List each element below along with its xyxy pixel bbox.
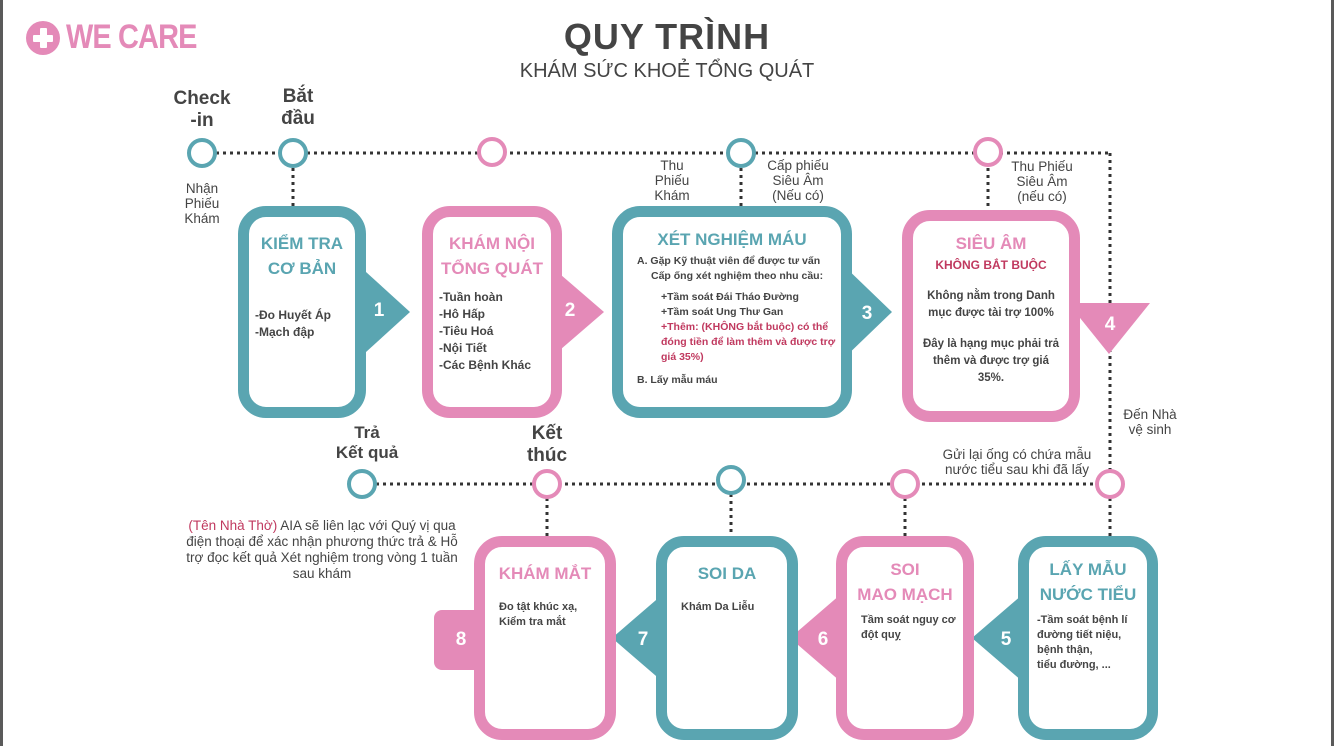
return-sample-label: Gửi lại ống có chứa mẫu nước tiểu sau kh… (942, 447, 1092, 477)
step-3-test: +Tầm soát Ung Thư Gan (661, 306, 784, 318)
receive-form-label: Nhận Phiếu Khám (184, 181, 220, 226)
step-3-line: B. Lấy mẫu máu (637, 374, 718, 386)
step-8-number: 8 (455, 629, 467, 650)
results-note: (Tên Nhà Thờ) AIA sẽ liên lạc với Quý vị… (186, 518, 458, 582)
step-4-optional: KHÔNG BẮT BUỘC (935, 258, 1047, 272)
ultrasound-circle (973, 137, 1003, 167)
step-2-line: -Tuần hoàn (439, 290, 503, 304)
step-8-line: Kiểm tra mắt (499, 616, 566, 628)
step-6-title: SOI MAO MẠCH (857, 560, 953, 604)
step-5-line: -Tầm soát bệnh lí (1037, 614, 1128, 626)
step-5-line: đường tiết niệu, (1037, 629, 1122, 641)
step-3-number: 3 (861, 303, 873, 324)
collect-ultrasound-label: Thu Phiếu Siêu Âm (nếu có) (1011, 159, 1073, 204)
step-8-line: Đo tật khúc xạ, (499, 601, 578, 613)
step-1-line: -Đo Huyết Áp (255, 308, 331, 322)
page-subtitle: KHÁM SỨC KHOẺ TỔNG QUÁT (519, 60, 815, 82)
step-5-title: LẤY MẪU NƯỚC TIỂU (1039, 560, 1137, 604)
step-6-box: SOI MAO MẠCH Tầm soát nguy cơ đột quỵ (836, 536, 974, 740)
skin-circle (716, 465, 746, 495)
church-name: (Tên Nhà Thờ) (188, 518, 278, 533)
step-3-line: Cấp ống xét nghiệm theo nhu cầu: (651, 270, 824, 282)
step-3-details: A. Gặp Kỹ thuật viên để được tư vấn Cấp … (637, 254, 841, 388)
step-4-box: SIÊU ÂM KHÔNG BẮT BUỘC Không nằm trong D… (902, 210, 1080, 422)
step-1-pointer (355, 262, 410, 362)
step-2-box: KHÁM NỘI TỔNG QUÁT -Tuần hoàn -Hô Hấp -T… (422, 206, 562, 418)
results-label: Trả Kết quả (335, 423, 399, 462)
step-1-box: KIỂM TRA CƠ BẢN -Đo Huyết Áp -Mạch đập (238, 206, 366, 418)
step-4-number: 4 (1104, 314, 1116, 335)
step-8-details: Đo tật khúc xạ, Kiểm tra mắt (499, 600, 605, 630)
step-4-text-1: Không nằm trong Danh mục được tài trợ 10… (927, 290, 1055, 319)
capillary-circle (890, 469, 920, 499)
checkin-label: Check -in (173, 88, 231, 131)
results-circle (347, 469, 377, 499)
step-7-pointer (612, 588, 670, 688)
step-8-box: KHÁM MẮT Đo tật khúc xạ, Kiểm tra mắt (474, 536, 616, 740)
step-7-line: Khám Da Liễu (681, 601, 755, 613)
step-5-line: tiểu đường, ... (1037, 659, 1111, 671)
step-3-box: XÉT NGHIỆM MÁU A. Gặp Kỹ thuật viên để đ… (612, 206, 852, 418)
step-6-pointer (790, 588, 848, 688)
step-7-box: SOI DA Khám Da Liễu (656, 536, 798, 740)
end-label: Kết thúc (526, 423, 568, 466)
step-1-details: -Đo Huyết Áp -Mạch đập (255, 307, 355, 341)
step-4-pointer (1068, 303, 1150, 354)
start-label: Bắt đầu (281, 86, 315, 129)
step-4-title: SIÊU ÂM (955, 234, 1027, 253)
checkin-circle (187, 138, 217, 168)
step-2-line: -Các Bệnh Khác (439, 358, 532, 372)
step-2-circle (477, 137, 507, 167)
step-1-title: KIỂM TRA CƠ BẢN (260, 234, 344, 278)
step-2-line: -Tiêu Hoá (439, 324, 494, 338)
brand-logo: WE CARE (26, 18, 220, 57)
step-3-line: A. Gặp Kỹ thuật viên để được tư vấn (637, 255, 821, 267)
step-3-extra: +Thêm: (KHÔNG bắt buộc) có thể đóng tiền… (661, 321, 836, 363)
step-3-title: XÉT NGHIỆM MÁU (657, 230, 807, 249)
step-5-details: -Tầm soát bệnh lí đường tiết niệu, bệnh … (1037, 613, 1147, 673)
brand-name: WE CARE (66, 18, 197, 56)
step-2-line: -Nội Tiết (439, 341, 487, 355)
step-6-line: Tầm soát nguy cơ (861, 614, 956, 626)
step-7-number: 7 (637, 629, 649, 650)
page-title: QUY TRÌNH (563, 16, 771, 57)
frame-left-border (0, 0, 3, 746)
step-3-pointer (840, 262, 892, 362)
medical-cross-icon (26, 20, 60, 55)
step-2-title: KHÁM NỘI TỔNG QUÁT (441, 234, 543, 278)
step-5-pointer (972, 588, 1030, 688)
restroom-label: Đến Nhà vệ sinh (1123, 407, 1177, 437)
step-6-details: Tầm soát nguy cơ đột quỵ (861, 613, 963, 643)
blood-circle (726, 138, 756, 168)
urine-circle (1095, 469, 1125, 499)
step-1-line: -Mạch đập (255, 325, 315, 339)
start-circle (278, 138, 308, 168)
step-4-text-2: Đây là hạng mục phải trả thêm và được tr… (922, 338, 1060, 384)
collect-form-label: Thu Phiếu Khám (654, 158, 690, 203)
step-6-number: 6 (817, 629, 829, 650)
step-7-title: SOI DA (697, 564, 757, 583)
step-8-title: KHÁM MẮT (498, 564, 592, 583)
step-2-details: -Tuần hoàn -Hô Hấp -Tiêu Hoá -Nội Tiết -… (439, 289, 551, 374)
step-6-line: đột quỵ (861, 629, 901, 641)
frame-right-border (1331, 0, 1334, 746)
note-text: AIA sẽ liên lạc với Quý vị qua điện thoạ… (186, 518, 458, 581)
step-2-number: 2 (564, 300, 576, 321)
step-7-details: Khám Da Liễu (681, 600, 787, 615)
step-2-line: -Hô Hấp (439, 307, 485, 321)
end-circle (532, 469, 562, 499)
step-1-number: 1 (373, 300, 385, 321)
step-5-line: bệnh thận, (1037, 644, 1093, 656)
ultrasound-form-label: Cấp phiếu Siêu Âm (Nếu có) (767, 158, 829, 203)
step-3-test: +Tầm soát Đái Tháo Đường (661, 291, 799, 303)
step-5-box: LẤY MẪU NƯỚC TIỂU -Tầm soát bệnh lí đườn… (1018, 536, 1158, 740)
step-5-number: 5 (1000, 629, 1012, 650)
